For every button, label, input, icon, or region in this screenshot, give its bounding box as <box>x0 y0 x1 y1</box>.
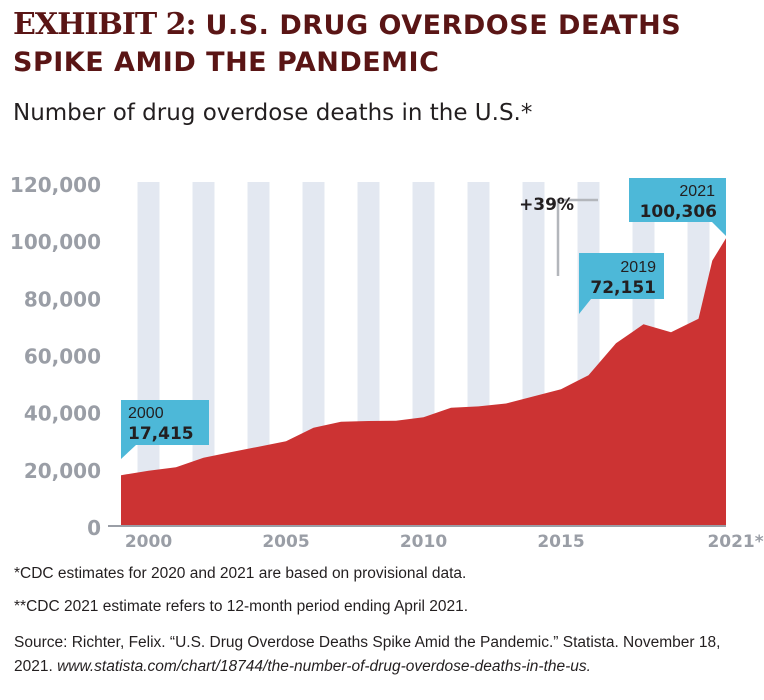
footnote-provisional: *CDC estimates for 2020 and 2021 are bas… <box>14 565 467 582</box>
title-line-2: SPIKE AMID THE PANDEMIC <box>13 47 440 78</box>
callout-2000: 2000 17,415 <box>121 400 209 459</box>
callout-2019-value: 72,151 <box>590 278 656 298</box>
chart-title: EXHIBIT 2: U.S. DRUG OVERDOSE DEATHS SPI… <box>13 6 681 81</box>
overdose-area-chart: 020,00040,00060,00080,000100,000120,000 … <box>10 173 764 552</box>
chart-subtitle: Number of drug overdose deaths in the U.… <box>13 100 533 126</box>
change-connector <box>556 198 598 276</box>
callout-2000-value: 17,415 <box>128 424 194 444</box>
plot-area <box>121 238 726 526</box>
title-line-1: U.S. DRUG OVERDOSE DEATHS <box>205 10 682 41</box>
y-tick-label: 40,000 <box>24 402 101 426</box>
x-tick-label: 2005 <box>262 532 309 552</box>
y-tick-label: 120,000 <box>10 173 101 197</box>
y-tick-label: 0 <box>87 516 101 540</box>
y-tick-label: 100,000 <box>10 230 101 254</box>
callout-2021-year: 2021 <box>679 183 715 200</box>
callout-2021-value: 100,306 <box>640 202 717 222</box>
x-tick-label: 2021** <box>707 532 764 552</box>
callout-2019-year: 2019 <box>620 259 656 276</box>
callout-2019: 2019 72,151 <box>579 253 664 314</box>
y-tick-label: 20,000 <box>24 459 101 483</box>
source-url: www.statista.com/chart/18744/the-number-… <box>57 658 591 675</box>
callout-2000-box <box>121 400 209 459</box>
footnote-period: **CDC 2021 estimate refers to 12-month p… <box>14 598 469 615</box>
exhibit-label: EXHIBIT 2: <box>13 7 197 42</box>
x-axis: 2000 2005 2010 2015 2021** <box>108 525 764 552</box>
y-axis: 0 20,000 40,000 60,000 80,000 100,000 120,000 <box>10 173 101 540</box>
source-citation: Source: Richter, Felix. “U.S. Drug Overd… <box>14 631 754 679</box>
callout-2021: 2021 100,306 <box>629 178 726 236</box>
stripe-2004 <box>247 182 270 525</box>
x-tick-label: 2000 <box>125 532 172 552</box>
annotations: 2000 17,415 2019 72,151 2021 100,306 +39… <box>121 178 726 459</box>
change-label: +39% <box>519 195 574 215</box>
y-tick-label: 80,000 <box>24 287 101 311</box>
y-tick-label: 60,000 <box>24 345 101 369</box>
callout-2021-box <box>629 178 726 236</box>
callout-2000-year: 2000 <box>128 405 164 422</box>
source-text: Source: Richter, Felix. “U.S. Drug Overd… <box>14 634 721 675</box>
callout-2019-box <box>579 253 664 314</box>
overdose-deaths-area <box>121 238 726 526</box>
x-tick-label: 2015 <box>537 532 584 552</box>
x-tick-label: 2010 <box>400 532 447 552</box>
